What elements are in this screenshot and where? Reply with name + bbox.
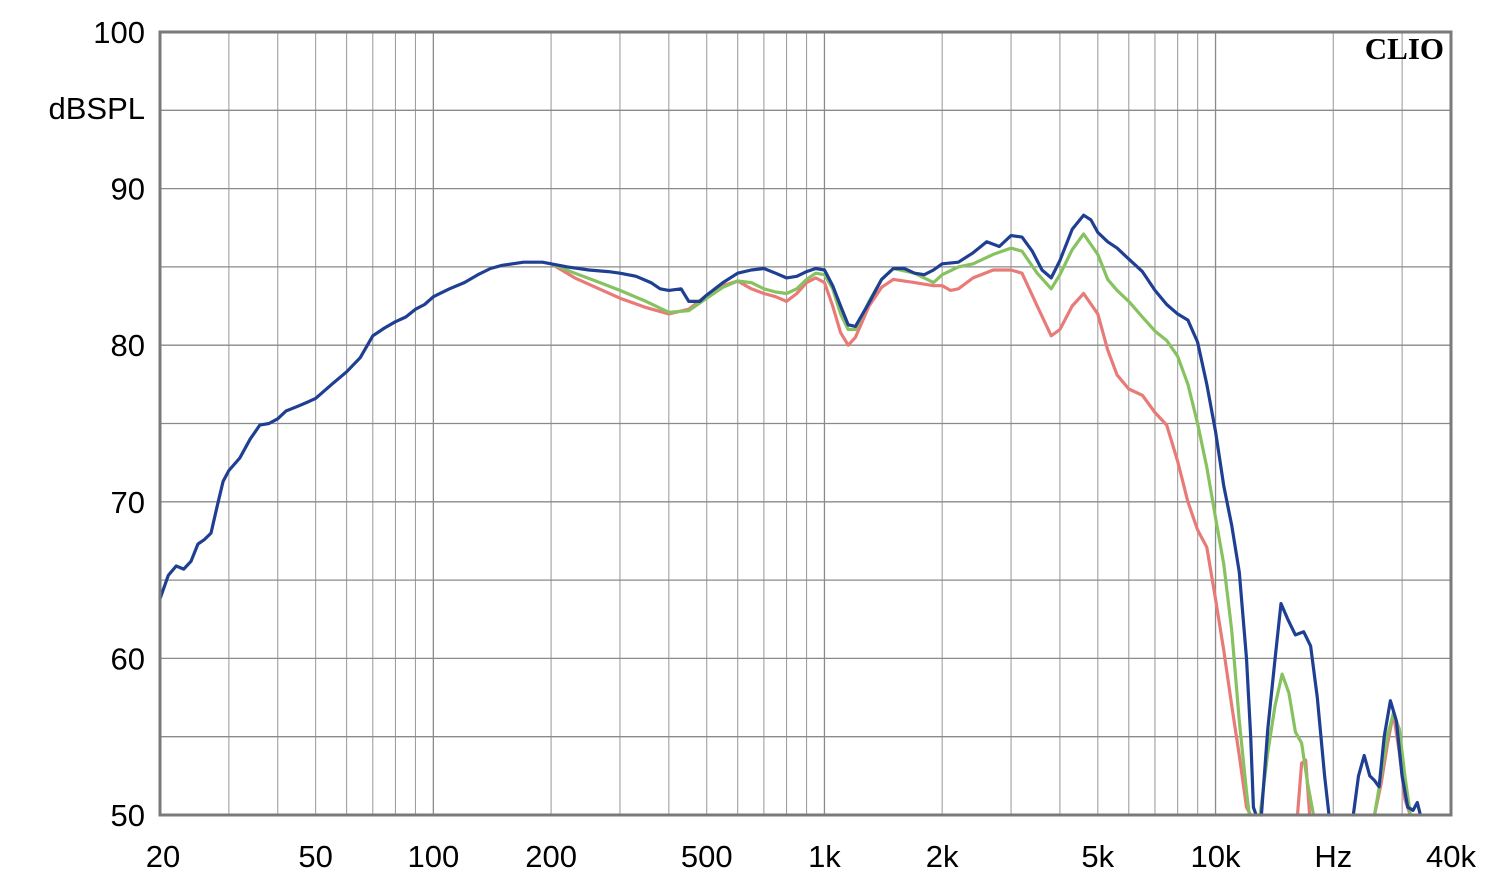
x-tick-label: 2k xyxy=(926,839,959,874)
y-tick-label: 80 xyxy=(111,328,145,363)
y-tick-label: 50 xyxy=(111,798,145,833)
series-2-line xyxy=(549,232,1251,817)
y-axis-unit-label: dBSPL xyxy=(48,91,145,126)
x-tick-label: 40k xyxy=(1426,839,1476,874)
plot-frame xyxy=(158,30,1453,817)
series-3-line xyxy=(1259,602,1331,817)
x-axis-ticks: 20 50 100 200 500 1k 2k 5k 10k Hz 40k xyxy=(146,839,1477,874)
y-tick-label: 100 xyxy=(93,15,145,50)
x-tick-label: Hz xyxy=(1314,839,1352,874)
x-tick-label: 5k xyxy=(1081,839,1114,874)
series-1-line xyxy=(549,262,1253,817)
x-tick-label: 1k xyxy=(808,839,841,874)
y-tick-label: 90 xyxy=(111,172,145,207)
plot-curves xyxy=(158,213,1422,817)
x-tick-label: 50 xyxy=(298,839,332,874)
x-tick-label: 200 xyxy=(525,839,577,874)
brand-logo: CLIO xyxy=(1365,31,1444,66)
y-tick-label: 60 xyxy=(111,641,145,676)
series-3-line xyxy=(1351,699,1422,817)
y-tick-label: 70 xyxy=(111,485,145,520)
series-3-line xyxy=(158,213,1258,817)
x-tick-label: 100 xyxy=(407,839,459,874)
x-tick-label: 10k xyxy=(1191,839,1241,874)
x-tick-label: 20 xyxy=(146,839,180,874)
x-tick-label: 500 xyxy=(681,839,733,874)
series-2-line xyxy=(1258,672,1316,817)
plot-grid xyxy=(160,32,1451,815)
y-axis-ticks: 100 90 80 70 60 50 xyxy=(93,15,145,833)
